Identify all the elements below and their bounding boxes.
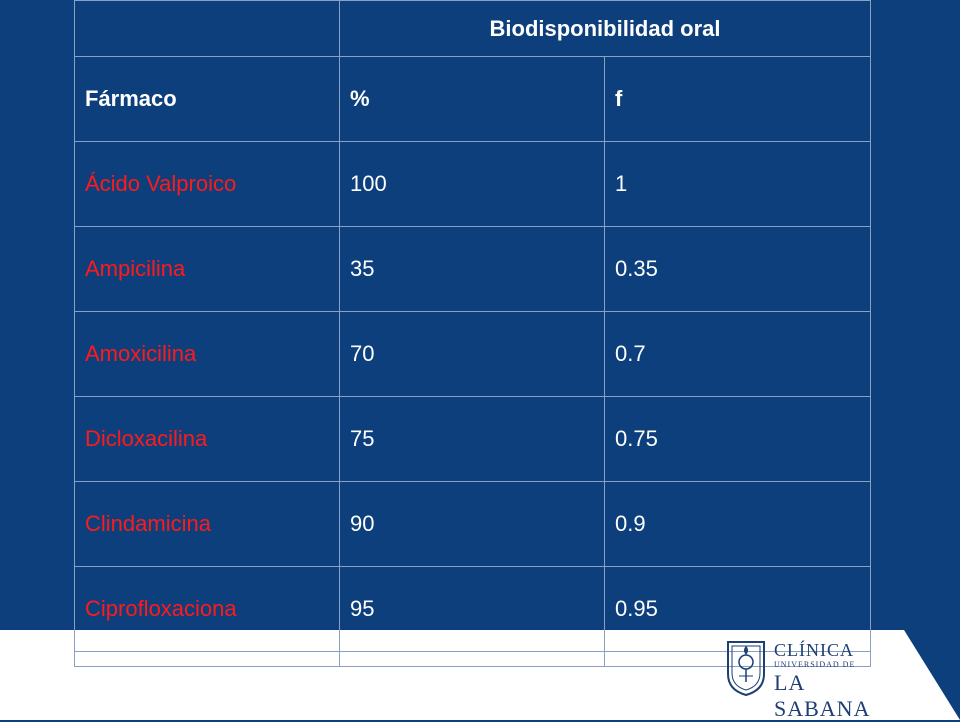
f-value: 0.75 [604, 396, 871, 482]
empty-header-cell [74, 0, 340, 57]
empty-cell [339, 651, 605, 667]
drug-name: Ácido Valproico [74, 141, 340, 227]
table-header-row: Biodisponibilidad oral [74, 0, 871, 57]
logo-text: CLÍNICA UNIVERSIDAD DE LA SABANA [774, 640, 891, 722]
col-header-drug: Fármaco [74, 56, 340, 142]
drug-name: Ciprofloxaciona [74, 566, 340, 652]
header-title: Biodisponibilidad oral [339, 0, 871, 57]
table-row: Dicloxacilina 75 0.75 [74, 396, 871, 482]
empty-cell [604, 651, 871, 667]
f-value: 0.7 [604, 311, 871, 397]
logo-line-1: CLÍNICA [774, 640, 854, 660]
drug-name: Dicloxacilina [74, 396, 340, 482]
table-row: Ácido Valproico 100 1 [74, 141, 871, 227]
table-empty-row [74, 651, 871, 667]
percent-value: 95 [339, 566, 605, 652]
percent-value: 70 [339, 311, 605, 397]
col-header-f: f [604, 56, 871, 142]
percent-value: 75 [339, 396, 605, 482]
table-row: Amoxicilina 70 0.7 [74, 311, 871, 397]
drug-name: Clindamicina [74, 481, 340, 567]
crest-icon [727, 641, 765, 696]
table-row: Clindamicina 90 0.9 [74, 481, 871, 567]
f-value: 0.95 [604, 566, 871, 652]
f-value: 0.9 [604, 481, 871, 567]
empty-cell [74, 651, 340, 667]
table-row: Ampicilina 35 0.35 [74, 226, 871, 312]
table-row: Ciprofloxaciona 95 0.95 [74, 566, 871, 652]
col-header-percent: % [339, 56, 605, 142]
table-subheader-row: Fármaco % f [74, 56, 871, 142]
percent-value: 100 [339, 141, 605, 227]
f-value: 0.35 [604, 226, 871, 312]
logo-line-2: UNIVERSIDAD DE [774, 660, 856, 669]
percent-value: 90 [339, 481, 605, 567]
logo-line-3: LA SABANA [774, 670, 871, 721]
percent-value: 35 [339, 226, 605, 312]
f-value: 1 [604, 141, 871, 227]
clinic-logo: CLÍNICA UNIVERSIDAD DE LA SABANA [726, 640, 891, 721]
drug-name: Amoxicilina [74, 311, 340, 397]
drug-name: Ampicilina [74, 226, 340, 312]
bioavailability-table: Biodisponibilidad oral Fármaco % f Ácido… [74, 0, 871, 667]
